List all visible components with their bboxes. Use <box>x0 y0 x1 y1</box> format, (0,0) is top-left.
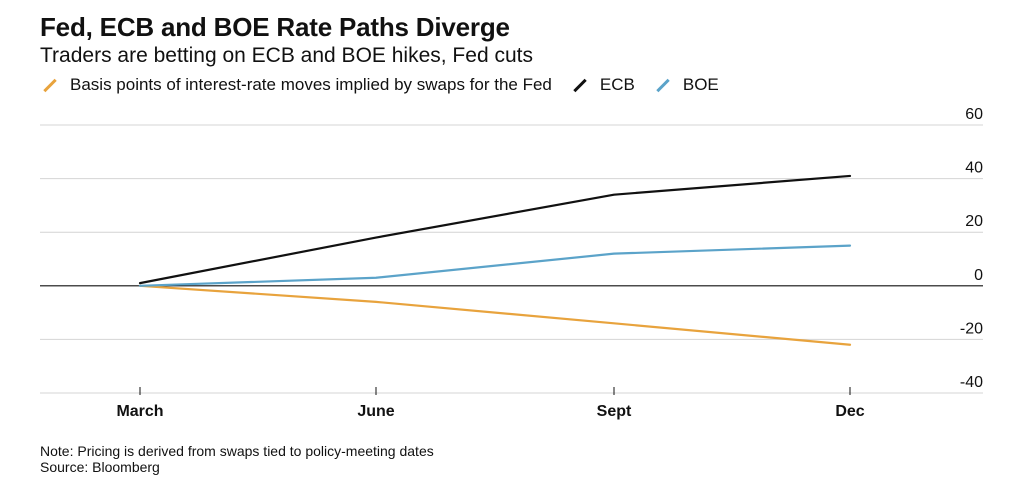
x-tick-label: March <box>116 403 163 420</box>
legend-item-fed: Basis points of interest-rate moves impl… <box>40 75 552 95</box>
legend-item-ecb: ECB <box>570 75 635 95</box>
series-line-ecb <box>138 174 852 285</box>
y-tick-label: 60 <box>965 106 983 123</box>
footnote: Note: Pricing is derived from swaps tied… <box>40 443 434 475</box>
x-tick-label: Dec <box>835 403 864 420</box>
series-line-boe <box>138 244 852 287</box>
legend: Basis points of interest-rate moves impl… <box>40 74 737 96</box>
y-tick-label: 0 <box>974 267 983 284</box>
y-tick-label: -20 <box>960 320 983 337</box>
chart-title: Fed, ECB and BOE Rate Paths Diverge <box>40 12 510 42</box>
y-tick-label: 20 <box>965 213 983 230</box>
y-tick-label: 40 <box>965 160 983 177</box>
x-tick-label: Sept <box>597 403 632 420</box>
legend-label-ecb: ECB <box>599 75 635 94</box>
note-text: Note: Pricing is derived from swaps tied… <box>40 443 434 459</box>
legend-label-fed: Basis points of interest-rate moves impl… <box>70 75 552 94</box>
legend-label-boe: BOE <box>682 75 719 94</box>
series-line-fed <box>138 284 852 346</box>
chart-subtitle: Traders are betting on ECB and BOE hikes… <box>40 44 533 67</box>
x-tick-label: June <box>357 403 394 420</box>
source-text: Source: Bloomberg <box>40 459 160 475</box>
legend-item-boe: BOE <box>653 75 719 95</box>
y-tick-label: -40 <box>960 374 983 391</box>
